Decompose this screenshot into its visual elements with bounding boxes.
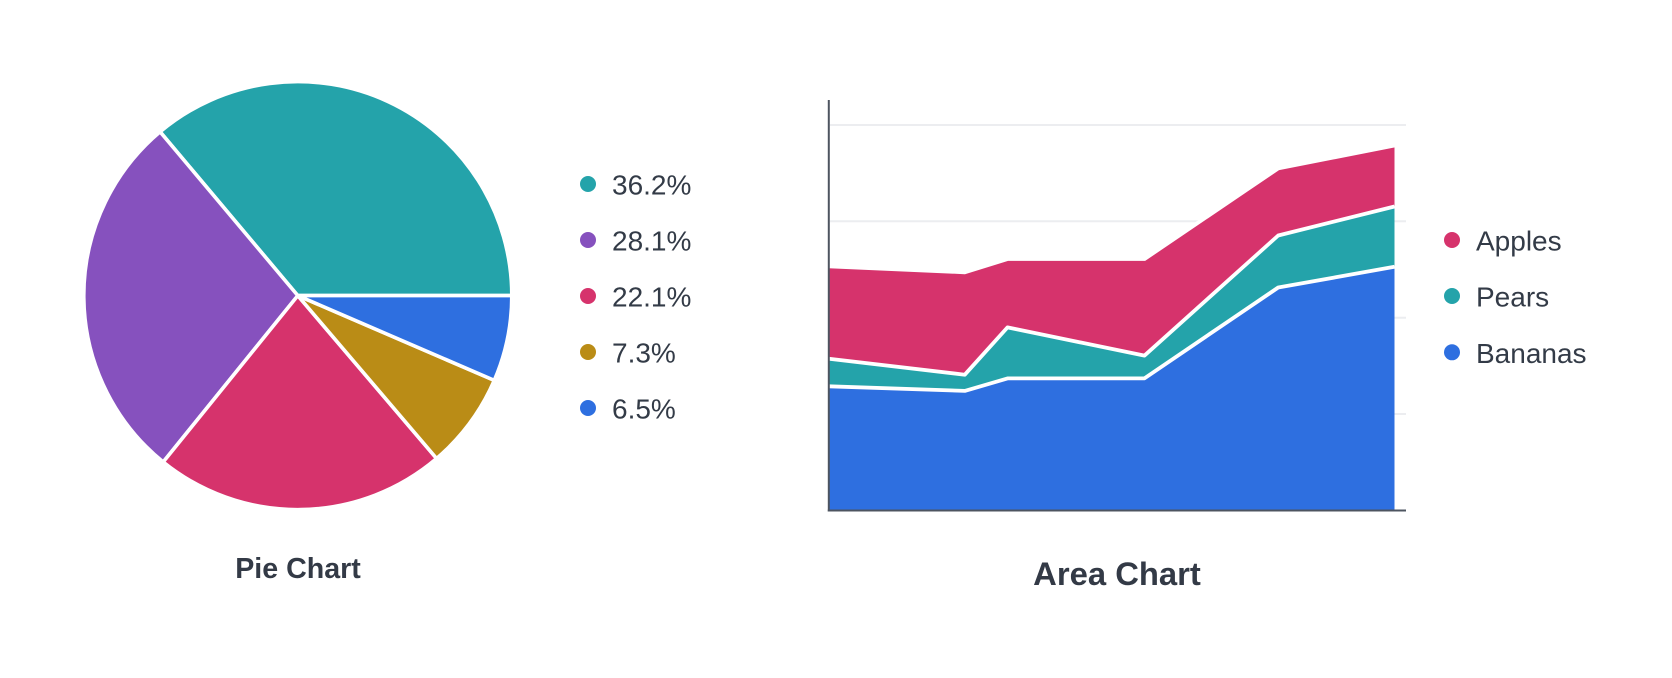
svg-text:6.5%: 6.5%	[612, 394, 676, 425]
svg-text:36.2%: 36.2%	[612, 170, 691, 201]
svg-text:28.1%: 28.1%	[612, 226, 691, 257]
svg-text:22.1%: 22.1%	[612, 282, 691, 313]
svg-text:Apples: Apples	[1476, 226, 1562, 257]
svg-text:Area Chart: Area Chart	[1033, 555, 1201, 592]
svg-text:7.3%: 7.3%	[612, 338, 676, 369]
svg-text:Bananas: Bananas	[1476, 338, 1587, 369]
svg-text:Pears: Pears	[1476, 282, 1549, 313]
svg-text:Pie Chart: Pie Chart	[235, 553, 361, 585]
